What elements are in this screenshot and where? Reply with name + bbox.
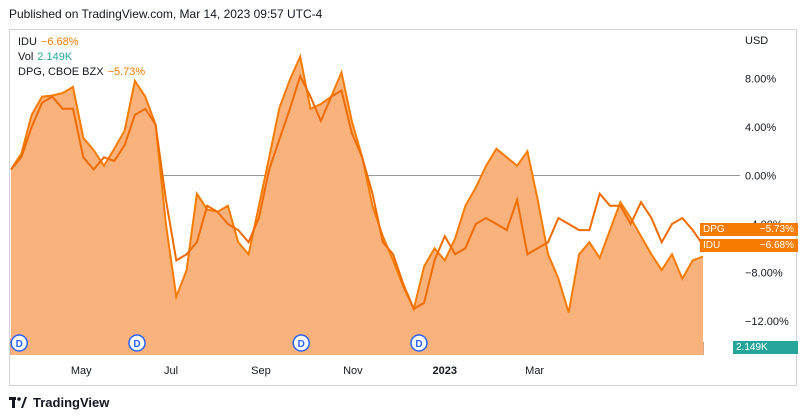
dpg-price-badge: DPG −5.73% [700, 223, 798, 236]
idu-series-line [10, 53, 704, 313]
idu-price-badge: IDU −6.68% [700, 239, 798, 252]
published-caption: Published on TradingView.com, Mar 14, 20… [9, 7, 323, 21]
dpg-badge-value: −5.73% [759, 224, 794, 235]
x-tick-label: May [71, 365, 92, 377]
dpg-series-line [10, 73, 704, 311]
dividend-marker[interactable]: D [10, 334, 29, 352]
x-tick-label: Nov [343, 365, 363, 377]
volume-badge: 2.149K [733, 341, 798, 354]
legend-dpg-label: DPG, CBOE BZX [18, 66, 104, 78]
dpg-badge-name: DPG [703, 224, 725, 235]
legend: IDU −6.68% Vol 2.149K DPG, CBOE BZX −5.73% [18, 35, 145, 80]
dividend-label: D [133, 339, 140, 350]
legend-idu: IDU −6.68% [18, 35, 145, 50]
dividend-marker[interactable]: D [292, 334, 310, 352]
idu-area [11, 56, 703, 355]
y-tick-label: 0.00% [745, 171, 776, 183]
y-tick-label: −8.00% [745, 268, 783, 280]
x-tick-label: Mar [525, 365, 544, 377]
dividend-marker[interactable]: D [128, 334, 146, 352]
x-tick-label: 2023 [433, 365, 457, 377]
brand-label: TradingView [33, 395, 110, 410]
tradingview-logo-icon [9, 397, 27, 408]
legend-vol: Vol 2.149K [18, 50, 145, 65]
legend-idu-value: −6.68% [40, 36, 79, 48]
dividend-marker[interactable]: D [410, 334, 428, 352]
legend-dpg-value: −5.73% [107, 66, 146, 78]
chart-frame [9, 29, 797, 386]
dividend-label: D [298, 339, 305, 350]
y-tick-label: −12.00% [745, 316, 789, 328]
legend-vol-value: 2.149K [37, 51, 73, 63]
legend-dpg: DPG, CBOE BZX −5.73% [18, 65, 145, 80]
dividend-label: D [415, 339, 422, 350]
x-tick-label: Sep [251, 365, 271, 377]
idu-badge-value: −6.68% [759, 240, 794, 251]
dividend-label: D [16, 339, 23, 350]
idu-badge-name: IDU [703, 240, 721, 251]
volume-badge-value: 2.149K [736, 342, 768, 353]
legend-vol-label: Vol [18, 51, 34, 63]
tradingview-brand[interactable]: TradingView [9, 395, 109, 410]
x-tick-label: Jul [164, 365, 178, 377]
y-axis-currency: USD [745, 35, 768, 47]
legend-idu-label: IDU [18, 36, 37, 48]
y-tick-label: 4.00% [745, 122, 776, 134]
y-tick-label: 8.00% [745, 74, 776, 86]
